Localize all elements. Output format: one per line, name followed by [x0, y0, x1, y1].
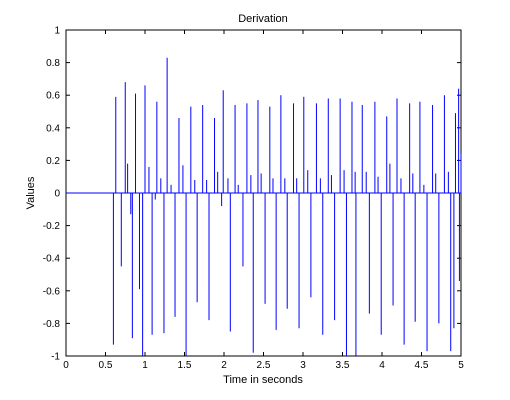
chart-title: Derivation: [238, 13, 288, 25]
y-tick-label: -0.8: [43, 319, 61, 330]
x-tick-label: 0: [63, 360, 69, 371]
x-tick-label: 1: [142, 360, 148, 371]
y-tick-label: -0.2: [43, 221, 61, 232]
x-axis-label: Time in seconds: [223, 374, 303, 386]
x-tick-label: 2.5: [257, 360, 271, 371]
x-tick-label: 4.5: [415, 360, 429, 371]
x-tick-label: 2: [221, 360, 227, 371]
y-tick-label: 0.8: [46, 58, 60, 69]
x-tick-label: 1.5: [178, 360, 192, 371]
y-tick-label: 0: [54, 189, 60, 200]
y-tick-label: -0.4: [43, 254, 61, 265]
y-axis-label: Values: [25, 176, 37, 209]
x-tick-label: 5: [458, 360, 464, 371]
y-tick-label: 0.2: [46, 156, 60, 167]
x-tick-label: 3: [300, 360, 306, 371]
x-tick-label: 0.5: [99, 360, 113, 371]
y-tick-label: 0.6: [46, 91, 60, 102]
y-tick-label: -0.6: [43, 286, 61, 297]
y-tick-label: 1: [54, 26, 60, 37]
x-tick-label: 3.5: [336, 360, 350, 371]
plot-area: 0 0.5 1 1.5 2 2.5 3 3.5 4 4.5 5 -1 -0.8 -0.6 -0.4 -0.2 0…: [43, 26, 464, 372]
x-tick-label: 4: [379, 360, 385, 371]
y-tick-label: -1: [51, 352, 60, 363]
y-tick-label: 0.4: [46, 123, 60, 134]
